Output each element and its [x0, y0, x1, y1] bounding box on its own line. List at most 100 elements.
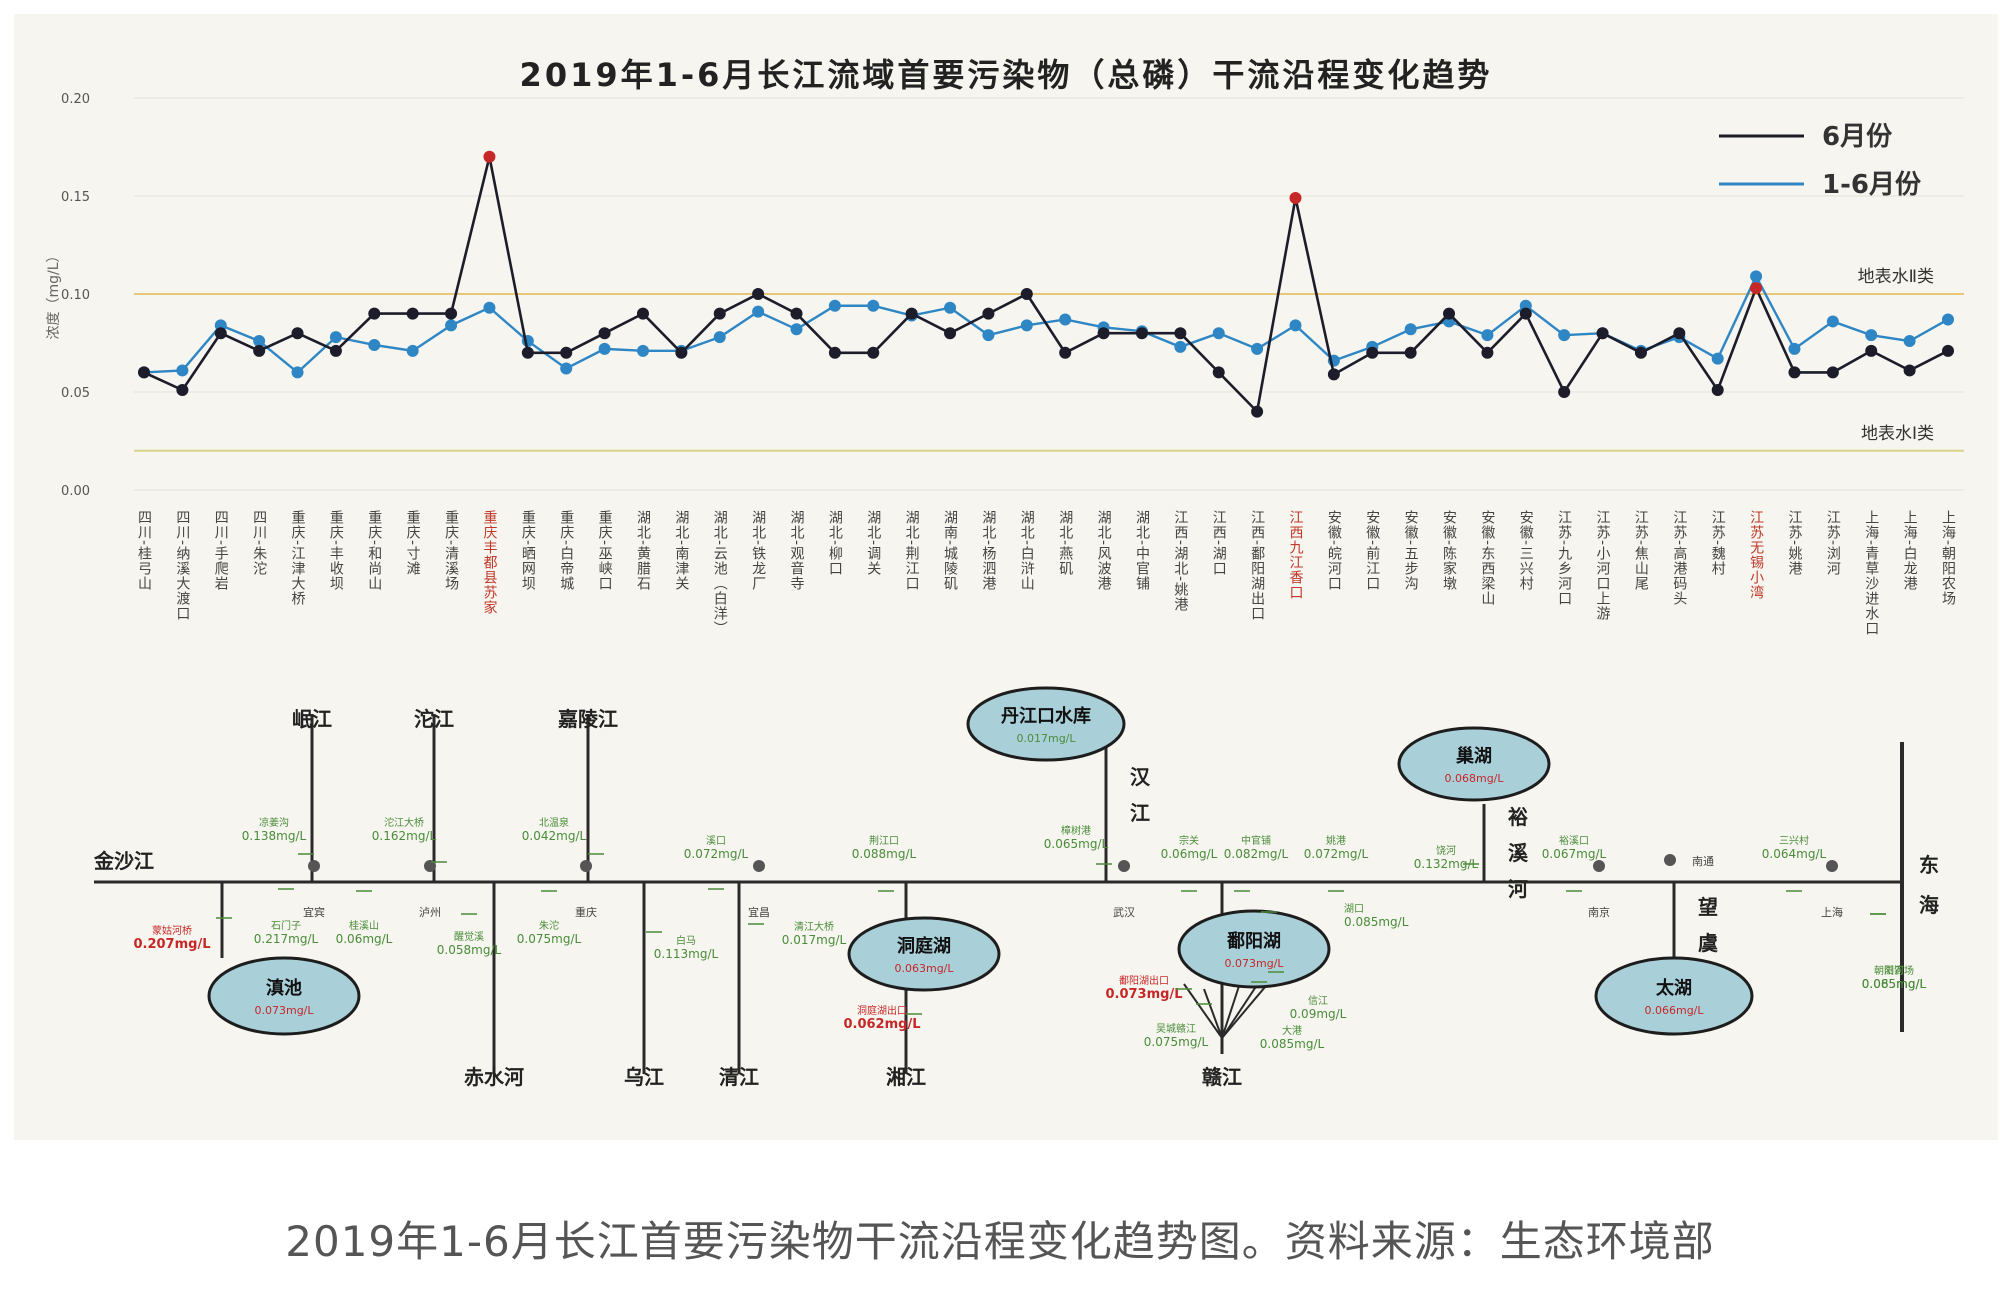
- data-point: [138, 366, 150, 379]
- data-point: [713, 331, 726, 344]
- lake-shape: [1594, 956, 1754, 1036]
- x-tick-label: 江苏-浏河: [1825, 510, 1841, 576]
- lake-shape: [207, 956, 361, 1036]
- data-point: [1942, 344, 1954, 357]
- tributary-label: 赤水河: [464, 1065, 524, 1089]
- station-name: 吴城赣江: [1156, 1022, 1196, 1035]
- station-value: 0.067mg/L: [1542, 847, 1607, 861]
- station-value: 0.085mg/L: [1260, 1037, 1325, 1051]
- x-tick-label: 安徽-东西梁山: [1479, 510, 1495, 606]
- x-tick-label: 江苏-魏村: [1710, 510, 1726, 576]
- tributary-label: 嘉陵江: [557, 707, 618, 731]
- reference-line-label: 地表水Ⅰ类: [1861, 424, 1934, 444]
- data-point: [790, 307, 803, 320]
- data-point: [1558, 329, 1571, 342]
- data-point: [713, 307, 726, 320]
- lake-name: 巢湖: [1455, 745, 1492, 767]
- station-name: 朝阳农场: [1874, 964, 1914, 977]
- data-point: [214, 327, 227, 340]
- chart-photo: 2019年1-6月长江流域首要污染物（总磷）干流沿程变化趋势 0.00 0.05 0.…: [14, 14, 1998, 1140]
- data-point: [828, 346, 841, 359]
- data-point: [1289, 319, 1302, 332]
- lake-value: 0.066mg/L: [1644, 1004, 1704, 1017]
- city-marker: [1593, 860, 1605, 872]
- x-tick-label: 湖北-杨泗港: [980, 510, 996, 591]
- data-point: [1865, 344, 1878, 357]
- lake-name: 鄱阳湖: [1226, 930, 1281, 952]
- tributary-label: 河: [1508, 877, 1528, 901]
- data-point: [1634, 346, 1647, 359]
- lake-name: 丹江口水库: [1001, 705, 1091, 727]
- station-name: 桂溪山: [349, 919, 379, 932]
- station-name: 蒙姑河桥: [152, 924, 192, 937]
- data-point: [1788, 366, 1801, 379]
- station-name: 信江: [1308, 995, 1328, 1007]
- station-value: 0.062mg/L: [843, 1017, 920, 1032]
- tributary-label: 乌江: [624, 1065, 664, 1089]
- data-point: [521, 346, 534, 359]
- x-tick-label: 江西九江香口: [1287, 510, 1303, 600]
- city-label: 泸州: [419, 906, 441, 919]
- sea-label: 东: [1919, 853, 1939, 877]
- station-value: 0.058mg/L: [437, 943, 502, 957]
- data-point: [560, 362, 573, 375]
- lake-value: 0.068mg/L: [1444, 772, 1504, 785]
- data-point: [1097, 327, 1110, 340]
- station-value: 0.085mg/L: [1344, 915, 1409, 929]
- data-point: [560, 346, 573, 359]
- tributary-label: 沱江: [414, 707, 454, 731]
- tributary-label: 岷江: [292, 707, 332, 731]
- station-name: 大港: [1282, 1024, 1302, 1037]
- station-name: 醒觉溪: [454, 931, 484, 943]
- x-tick-label: 湖北-铁龙厂: [750, 510, 766, 591]
- tributary-label: 江: [1130, 801, 1150, 825]
- station-name: 中官铺: [1241, 834, 1271, 847]
- x-tick-label: 湖北-南津关: [673, 510, 689, 591]
- data-point: [982, 329, 995, 342]
- data-point: [905, 307, 918, 320]
- x-tick-label: 四川-纳溪大渡口: [174, 510, 190, 621]
- data-point: [329, 331, 342, 344]
- station-value: 0.06mg/L: [1161, 847, 1218, 861]
- lake-name: 太湖: [1656, 977, 1692, 999]
- station-value: 0.132mg/L: [1414, 857, 1479, 871]
- data-point: [1251, 342, 1264, 355]
- data-point: [1711, 352, 1724, 365]
- x-tick-label: 四川-桂弓山: [136, 510, 152, 591]
- station-value: 0.065mg/L: [1044, 837, 1109, 851]
- station-value: 0.064mg/L: [1762, 847, 1827, 861]
- city-label: 武汉: [1113, 906, 1135, 919]
- sea-label: 海: [1919, 893, 1939, 917]
- city-label: 南通: [1692, 855, 1714, 868]
- y-tick-label: 0.20: [61, 92, 90, 107]
- x-tick-label: 江西-湖口: [1211, 510, 1227, 576]
- data-point: [867, 299, 880, 312]
- data-point: [1020, 319, 1033, 332]
- data-point: [636, 344, 649, 357]
- lake-shape: [847, 916, 1001, 992]
- data-point: [1942, 313, 1954, 326]
- data-point: [1903, 364, 1916, 377]
- data-point: [1481, 346, 1494, 359]
- city-marker: [424, 860, 436, 872]
- lake-value: 0.017mg/L: [1016, 732, 1076, 745]
- data-point: [1711, 384, 1724, 397]
- lake-value: 0.063mg/L: [894, 962, 954, 975]
- x-tick-label: 四川-朱沱: [251, 510, 267, 576]
- y-tick-label: 0.15: [61, 190, 90, 205]
- reference-line-label: 地表水Ⅱ类: [1858, 267, 1934, 287]
- station-value: 0.207mg/L: [133, 937, 210, 952]
- data-point: [483, 150, 496, 163]
- data-point: [406, 344, 419, 357]
- station-name: 北温泉: [539, 816, 569, 829]
- y-tick-label: 0.05: [61, 386, 90, 401]
- station-name: 樟树港: [1061, 824, 1091, 837]
- station-name: 洞庭湖出口: [857, 1004, 907, 1017]
- data-point: [1059, 346, 1072, 359]
- chart-title: 2019年1-6月长江流域首要污染物（总磷）干流沿程变化趋势: [520, 56, 1493, 94]
- station-name: 沱江大桥: [384, 816, 424, 829]
- tributary-label: 溪: [1508, 841, 1529, 865]
- city-label: 宜宾: [303, 905, 325, 919]
- x-tick-label: 安徽-五步沟: [1403, 510, 1419, 591]
- data-point: [944, 327, 957, 340]
